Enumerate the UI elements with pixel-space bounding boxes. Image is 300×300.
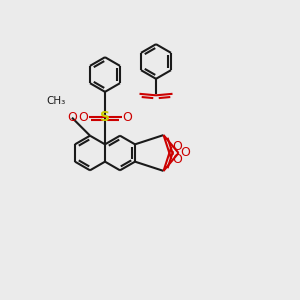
Text: O: O	[67, 111, 77, 124]
Text: O: O	[172, 140, 182, 153]
Text: O: O	[78, 111, 88, 124]
Text: O: O	[180, 146, 190, 160]
Text: O: O	[122, 111, 132, 124]
Text: O: O	[172, 153, 182, 166]
Text: S: S	[100, 110, 110, 124]
Text: CH₃: CH₃	[46, 96, 65, 106]
